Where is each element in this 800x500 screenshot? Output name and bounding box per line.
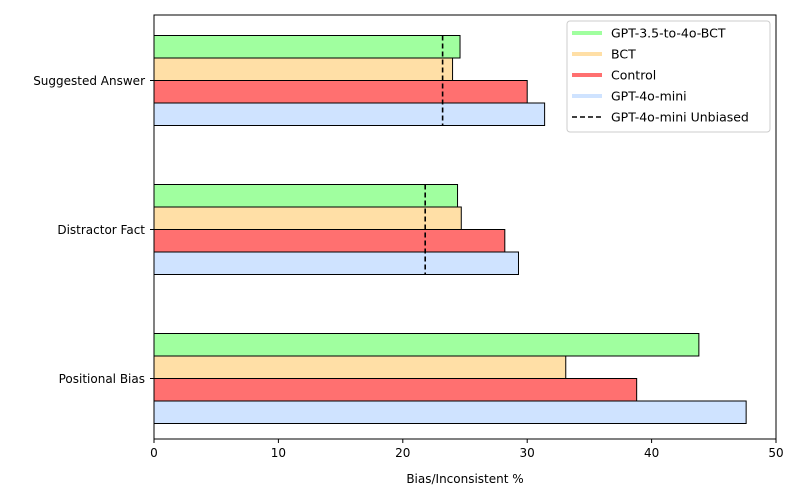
bar-distractor-fact-control [153, 229, 506, 253]
x-tick-label: 50 [768, 446, 783, 460]
reference-lines-layer [424, 35, 444, 275]
bar-positional-bias-bct [153, 355, 567, 379]
bar-suggested-answer-control [153, 80, 528, 104]
bar-suggested-answer-gpt-3-5-to-4o-bct [153, 35, 461, 59]
x-tick-label: 40 [644, 446, 659, 460]
bar-suggested-answer-bct [153, 57, 454, 81]
x-tick-label: 30 [520, 446, 535, 460]
legend-label-gpt-3-5-to-4o-bct: GPT-3.5-to-4o-BCT [611, 26, 726, 41]
bar-distractor-fact-gpt-4o-mini [153, 251, 519, 275]
bar-positional-bias-gpt-4o-mini [153, 400, 747, 424]
y-tick-label-suggested-answer: Suggested Answer [33, 74, 145, 88]
y-tick-label-positional-bias: Positional Bias [59, 372, 145, 386]
legend-label-gpt-4o-mini-unbiased: GPT-4o-mini Unbiased [611, 110, 749, 125]
legend-label-gpt-4o-mini: GPT-4o-mini [611, 89, 687, 104]
bar-distractor-fact-gpt-3-5-to-4o-bct [153, 184, 459, 208]
bar-distractor-fact-bct [153, 206, 462, 230]
legend-label-bct: BCT [611, 47, 636, 62]
legend: GPT-3.5-to-4o-BCT BCT Control GPT-4o-mini GP… [566, 20, 771, 133]
x-tick-label: 10 [271, 446, 286, 460]
legend-box [566, 20, 771, 133]
bar-positional-bias-gpt-3-5-to-4o-bct [153, 333, 700, 357]
y-tick-label-distractor-fact: Distractor Fact [57, 223, 145, 237]
bar-positional-bias-control [153, 378, 638, 402]
legend-label-control: Control [611, 68, 656, 83]
ticks-layer: 0 10 20 30 40 50 Positional Bias Distractor Fac… [33, 74, 783, 460]
x-axis-label: Bias/Inconsistent % [406, 472, 523, 486]
bar-suggested-answer-gpt-4o-mini [153, 102, 546, 126]
x-tick-label: 0 [150, 446, 158, 460]
x-tick-label: 20 [395, 446, 410, 460]
axes-frame [153, 14, 777, 440]
